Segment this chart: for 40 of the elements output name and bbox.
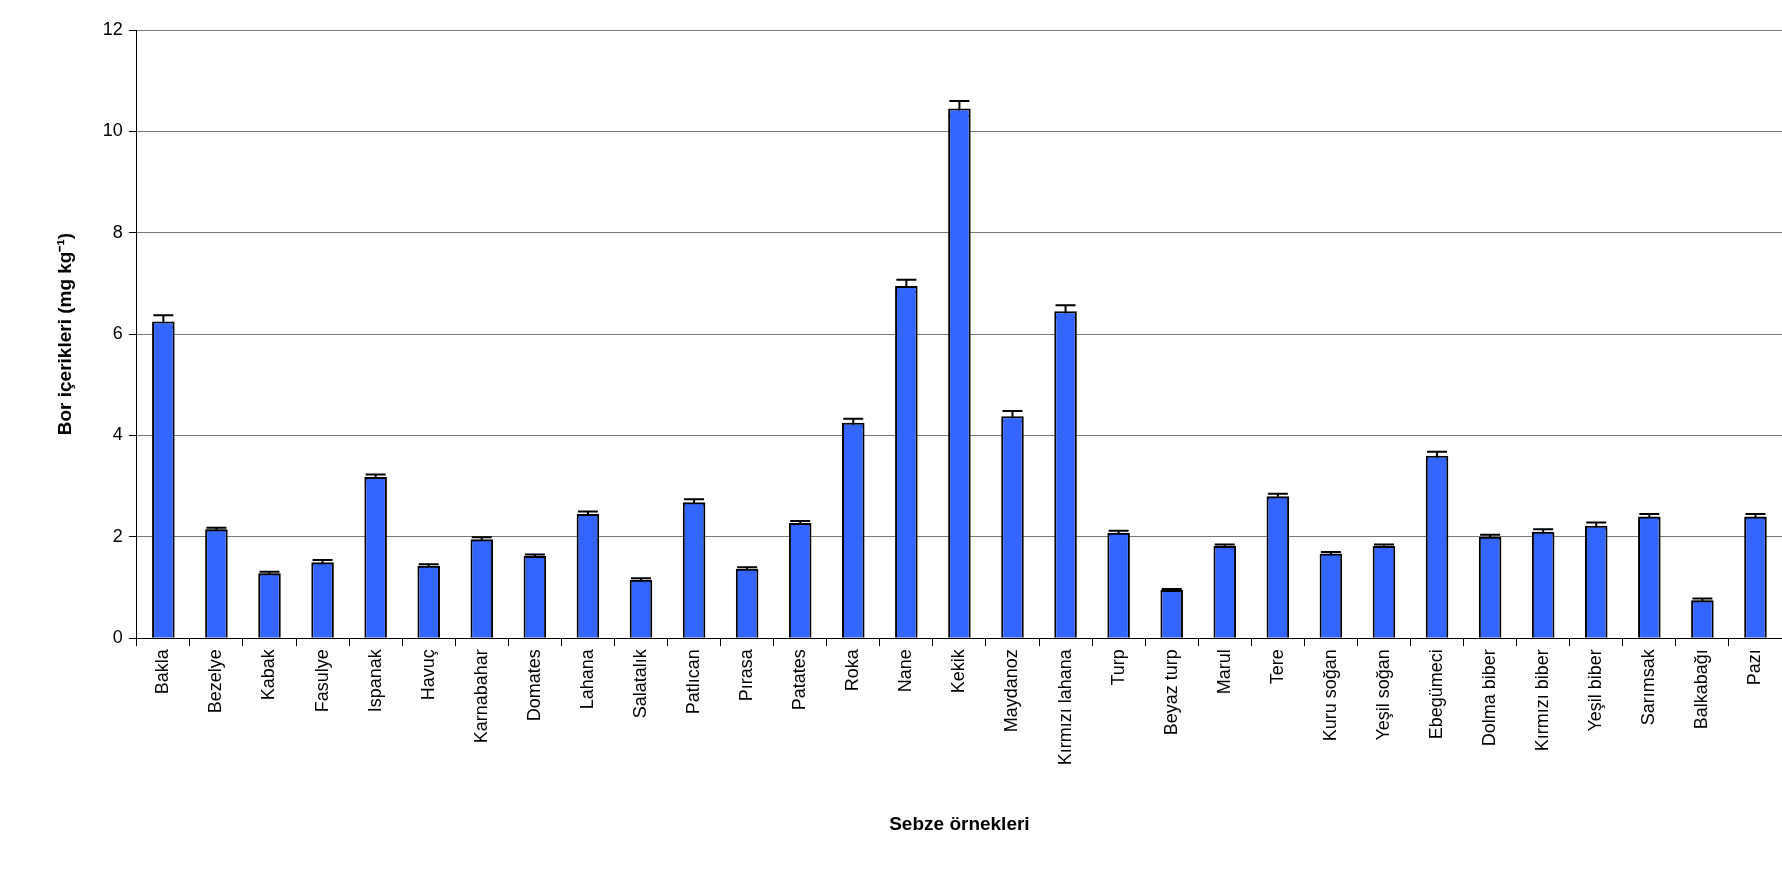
x-tick-label: Bakla bbox=[152, 648, 173, 695]
x-tick-label: Kekik bbox=[948, 648, 969, 694]
x-tick-label: Kırmızı lahana bbox=[1054, 648, 1075, 766]
x-tick-label: Nane bbox=[895, 649, 916, 693]
x-tick-label: Yeşil biber bbox=[1585, 649, 1606, 732]
y-tick-label: 4 bbox=[112, 424, 123, 445]
x-tick-label: Pırasa bbox=[736, 648, 757, 702]
x-tick-label: Turp bbox=[1107, 649, 1128, 686]
y-tick-label: 6 bbox=[112, 323, 123, 344]
x-tick-label: Balkabağı bbox=[1691, 649, 1712, 730]
y-tick-label: 8 bbox=[112, 221, 123, 242]
x-tick-label: Lahana bbox=[576, 648, 597, 710]
x-tick-label: Patlıcan bbox=[683, 649, 704, 715]
x-tick-label: Bezelye bbox=[205, 649, 226, 714]
x-tick-label: Beyaz turp bbox=[1160, 649, 1181, 736]
y-tick-label: 0 bbox=[112, 627, 123, 648]
x-tick-label: Ebegümeci bbox=[1426, 649, 1447, 740]
x-tick-label: Dolma biber bbox=[1479, 649, 1500, 747]
y-tick-label: 10 bbox=[102, 120, 123, 141]
x-tick-label: Karnabahar bbox=[470, 649, 491, 744]
x-tick-label: Kırmızı biber bbox=[1532, 649, 1553, 752]
x-tick-label: Ispanak bbox=[364, 648, 385, 713]
x-axis-title: Sebze örnekleri bbox=[889, 812, 1030, 834]
x-tick-label: Marul bbox=[1213, 649, 1234, 695]
x-tick-label: Fasulye bbox=[311, 649, 332, 713]
x-tick-label: Domates bbox=[523, 649, 544, 722]
y-tick-label: 12 bbox=[102, 18, 123, 39]
x-tick-label: Roka bbox=[842, 648, 863, 692]
x-tick-label: Tere bbox=[1266, 649, 1287, 685]
y-axis-title: Bor içerikleri (mg kg⁻¹) bbox=[53, 232, 75, 436]
x-tick-label: Maydanoz bbox=[1001, 649, 1022, 733]
y-tick-label: 2 bbox=[112, 525, 123, 546]
x-tick-label: Sarımsak bbox=[1638, 648, 1659, 726]
x-tick-label: Pazı bbox=[1744, 649, 1765, 686]
x-tick-label: Kuru soğan bbox=[1319, 649, 1340, 742]
x-tick-label: Havuç bbox=[417, 649, 438, 701]
x-tick-label: Kabak bbox=[258, 648, 279, 701]
x-tick-label: Salatalık bbox=[629, 648, 650, 719]
x-tick-label: Yeşil soğan bbox=[1372, 649, 1393, 741]
x-tick-label: Patates bbox=[789, 649, 810, 711]
